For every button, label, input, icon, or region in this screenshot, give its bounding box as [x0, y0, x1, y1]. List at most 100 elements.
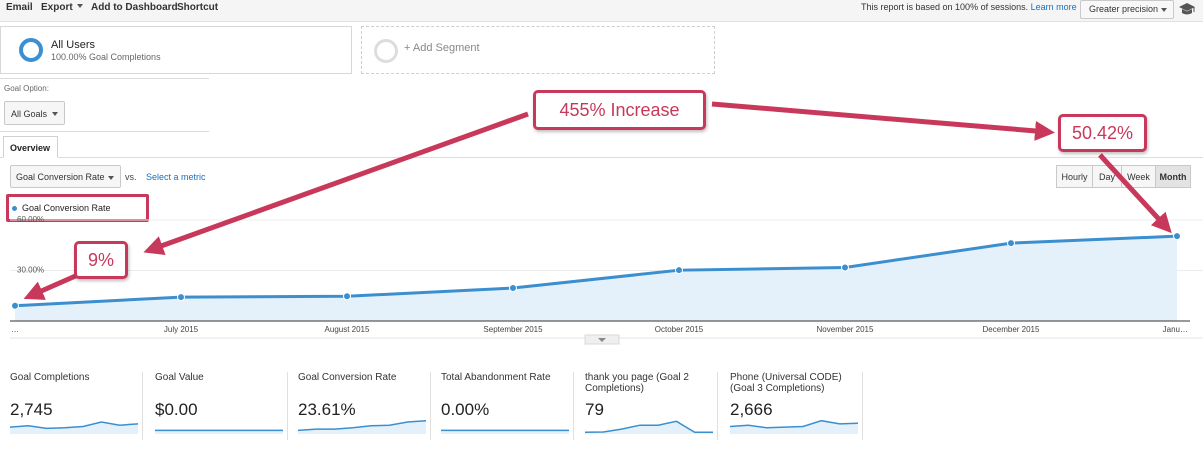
period-week-button[interactable]: Week: [1121, 165, 1156, 188]
chevron-down-icon: [598, 338, 606, 342]
y-tick-label: 30.00%: [17, 266, 44, 275]
divider: [0, 78, 209, 79]
chart-legend[interactable]: Goal Conversion Rate: [6, 194, 149, 222]
sparkline-area: [441, 430, 569, 434]
x-tick-label: October 2015: [655, 325, 704, 334]
x-tick-label: December 2015: [983, 325, 1040, 334]
chevron-down-icon: [52, 112, 58, 116]
scorecard[interactable]: Goal Completions 2,745: [0, 372, 143, 440]
export-button[interactable]: Export: [41, 2, 83, 13]
sampling-info: This report is based on 100% of sessions…: [861, 2, 1077, 12]
chevron-down-icon: [108, 176, 114, 180]
segment-ring-icon: [19, 38, 43, 62]
data-point: [841, 263, 849, 272]
sparkline: [10, 421, 138, 434]
scorecard-value: 2,666: [730, 400, 773, 419]
x-tick-label: Janu…: [1163, 325, 1188, 334]
x-tick-label: …: [11, 325, 19, 334]
period-hourly-button[interactable]: Hourly: [1056, 165, 1093, 188]
data-point: [1007, 239, 1015, 248]
precision-select[interactable]: Greater precision: [1080, 0, 1174, 19]
series-area: [15, 236, 1177, 321]
sparkline: [730, 419, 858, 434]
scorecard-value: $0.00: [155, 400, 198, 419]
scorecard[interactable]: Total Abandonment Rate 0.00%: [431, 372, 574, 440]
segment-name: All Users: [51, 39, 96, 51]
scorecard-title: Phone (Universal CODE) (Goal 3 Completio…: [730, 372, 842, 394]
scorecard-title: thank you page (Goal 2 Completions): [585, 372, 689, 394]
precision-value: Greater precision: [1089, 4, 1159, 14]
data-point: [1173, 232, 1181, 241]
goal-option-select[interactable]: All Goals: [4, 101, 65, 125]
scorecard-title: Goal Completions: [10, 372, 90, 383]
legend-label: Goal Conversion Rate: [22, 203, 111, 213]
scorecard[interactable]: Phone (Universal CODE) (Goal 3 Completio…: [720, 372, 863, 440]
legend-dot-icon: [12, 206, 17, 211]
sparkline: [441, 429, 569, 434]
arrow-to-label: [711, 101, 1055, 141]
shortcut-button[interactable]: Shortcut: [177, 2, 219, 13]
scorecard-value: 2,745: [10, 400, 53, 419]
scorecard-value: 23.61%: [298, 400, 356, 419]
export-label: Export: [41, 2, 73, 13]
x-tick-label: September 2015: [483, 325, 543, 334]
sparkline-line: [298, 419, 426, 432]
add-to-dashboard-button[interactable]: Add to Dashboard: [91, 2, 178, 13]
tab-overview[interactable]: Overview: [3, 136, 58, 158]
scorecard-value: 79: [585, 400, 604, 419]
goal-option-value: All Goals: [11, 109, 48, 119]
sparkline-area: [10, 422, 138, 434]
goal-conversion-chart[interactable]: 60.00% 30.00% … July 2015 August 2015 Septemb…: [0, 215, 1203, 345]
metric-select-value: Goal Conversion Rate: [16, 172, 105, 182]
data-point: [343, 292, 351, 301]
scorecard[interactable]: Goal Value $0.00: [145, 372, 288, 440]
tab-baseline: [0, 157, 1203, 158]
x-tick-label: July 2015: [164, 325, 199, 334]
x-tick-label: August 2015: [325, 325, 370, 334]
sampling-text: This report is based on 100% of sessions…: [861, 2, 1029, 12]
select-metric-link[interactable]: Select a metric: [146, 172, 206, 182]
x-tick-label: November 2015: [817, 325, 874, 334]
start-value-callout: 9%: [74, 241, 128, 279]
data-point: [675, 266, 683, 275]
period-toggle: Hourly Day Week Month: [1056, 165, 1191, 188]
divider: [0, 131, 209, 132]
sparkline: [298, 419, 426, 434]
email-button[interactable]: Email: [6, 2, 33, 13]
sparkline-line: [730, 419, 858, 429]
scorecard[interactable]: thank you page (Goal 2 Completions) 79: [575, 372, 718, 440]
goal-option-label: Goal Option:: [4, 84, 49, 93]
add-segment-label: + Add Segment: [404, 42, 480, 54]
sparkline-line: [585, 420, 713, 434]
data-point: [509, 284, 517, 293]
segment-subtitle: 100.00% Goal Completions: [51, 52, 161, 62]
segment-placeholder-icon: [374, 39, 398, 63]
scorecard-title: Total Abandonment Rate: [441, 372, 551, 383]
graduation-cap-icon[interactable]: [1178, 2, 1196, 16]
chevron-down-icon: [76, 4, 83, 8]
end-value-callout: 50.42%: [1058, 114, 1147, 152]
chevron-down-icon: [1161, 8, 1167, 12]
scorecard-value: 0.00%: [441, 400, 490, 419]
learn-more-link[interactable]: Learn more: [1030, 2, 1077, 12]
data-point: [177, 293, 185, 302]
metric-select[interactable]: Goal Conversion Rate: [10, 165, 121, 188]
data-point: [11, 301, 19, 310]
scorecard-title: Goal Value: [155, 372, 204, 383]
scorecard-row: Goal Completions 2,745 Goal Value $0.00 …: [0, 372, 870, 440]
segment-all-users[interactable]: All Users 100.00% Goal Completions: [0, 26, 352, 74]
series-line: [14, 234, 1178, 308]
sparkline: [155, 429, 283, 434]
period-month-button[interactable]: Month: [1155, 165, 1191, 188]
sparkline: [585, 420, 713, 434]
period-day-button[interactable]: Day: [1092, 165, 1122, 188]
y-tick-label: 60.00%: [17, 215, 44, 224]
sparkline-area: [155, 430, 283, 434]
sparkline-line: [10, 421, 138, 430]
report-toolbar: Email Export Add to Dashboard Shortcut T…: [0, 0, 1203, 22]
scorecard-title: Goal Conversion Rate: [298, 372, 397, 383]
vs-label: vs.: [125, 172, 137, 182]
add-segment-button[interactable]: + Add Segment: [361, 26, 715, 74]
increase-callout: 455% Increase: [533, 90, 706, 130]
scorecard[interactable]: Goal Conversion Rate 23.61%: [288, 372, 431, 440]
